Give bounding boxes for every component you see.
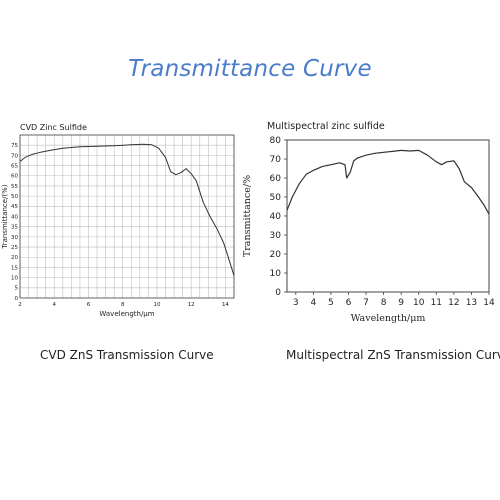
y-tick-label: 40	[270, 212, 282, 222]
x-tick-label: 10	[413, 298, 425, 308]
y-tick-label: 65	[11, 163, 18, 169]
cvd-zns-chart: CVD Zinc Sulfide 2 4 6 8 10 12 14 0 5 10 15 20 25 30 35…	[1, 123, 235, 318]
y-tick-label: 20	[11, 255, 18, 261]
x-tick-label: 13	[466, 298, 477, 308]
x-tick-label: 7	[363, 298, 369, 308]
chart-title: CVD Zinc Sulfide	[20, 123, 87, 132]
transmission-curve	[19, 143, 235, 276]
y-tick-label: 45	[11, 204, 18, 210]
x-axis-label: Wavelength/μm	[351, 313, 426, 324]
chart-title: Multispectral zinc sulfide	[267, 121, 385, 132]
y-tick-label: 30	[270, 231, 282, 241]
x-tick-label: 12	[188, 302, 195, 308]
x-tick-label: 14	[222, 302, 229, 308]
y-tick-label: 25	[11, 245, 18, 251]
y-axis-label: Transmittance/(%)	[1, 184, 9, 249]
y-tick-label: 50	[270, 193, 282, 203]
x-tick-label: 14	[483, 298, 495, 308]
x-tick-label: 11	[431, 298, 442, 308]
x-tick-label: 6	[87, 302, 91, 308]
y-tick-label: 50	[11, 194, 18, 200]
x-tick-label: 4	[52, 302, 56, 308]
y-tick-label: 70	[11, 153, 18, 159]
y-axis-label: Transmittance/%	[242, 175, 253, 257]
y-tick-label: 55	[11, 184, 18, 190]
multispectral-zns-chart: Multispectral zinc sulfide 3 4 5 6 7 8 9 10 11 12 1…	[242, 121, 495, 324]
y-tick-label: 60	[11, 174, 18, 180]
y-tick-label: 10	[11, 276, 18, 282]
y-tick-label: 15	[11, 265, 18, 271]
x-tick-label: 8	[121, 302, 125, 308]
y-tick-label: 30	[11, 235, 18, 241]
y-tick-label: 10	[270, 269, 282, 279]
x-tick-label: 8	[381, 298, 387, 308]
x-tick-label: 5	[328, 298, 334, 308]
y-tick-label: 0	[275, 288, 281, 298]
y-tick-label: 75	[11, 143, 18, 149]
y-tick-label: 20	[270, 250, 282, 260]
page-title: Transmittance Curve	[128, 56, 372, 82]
cvd-zns-caption: CVD ZnS Transmission Curve	[40, 348, 214, 362]
y-tick-label: 5	[15, 286, 19, 292]
y-tick-label: 0	[15, 296, 19, 302]
y-tick-label: 40	[11, 214, 18, 220]
x-tick-label: 9	[398, 298, 404, 308]
x-axis-label: Wavelength/μm	[99, 310, 154, 318]
y-tick-label: 60	[270, 174, 282, 184]
x-tick-label: 3	[293, 298, 299, 308]
transmission-curve	[286, 149, 490, 215]
plot-frame	[19, 134, 235, 299]
plot-frame	[286, 139, 490, 293]
x-tick-label: 4	[310, 298, 316, 308]
y-tick-label: 70	[270, 155, 282, 165]
x-tick-label: 12	[448, 298, 459, 308]
x-tick-label: 2	[18, 302, 22, 308]
y-tick-label: 80	[270, 136, 282, 146]
y-tick-label: 35	[11, 225, 18, 231]
x-tick-label: 10	[153, 302, 160, 308]
multispectral-zns-caption: Multispectral ZnS Transmission Curve	[286, 348, 500, 362]
x-tick-label: 6	[346, 298, 352, 308]
